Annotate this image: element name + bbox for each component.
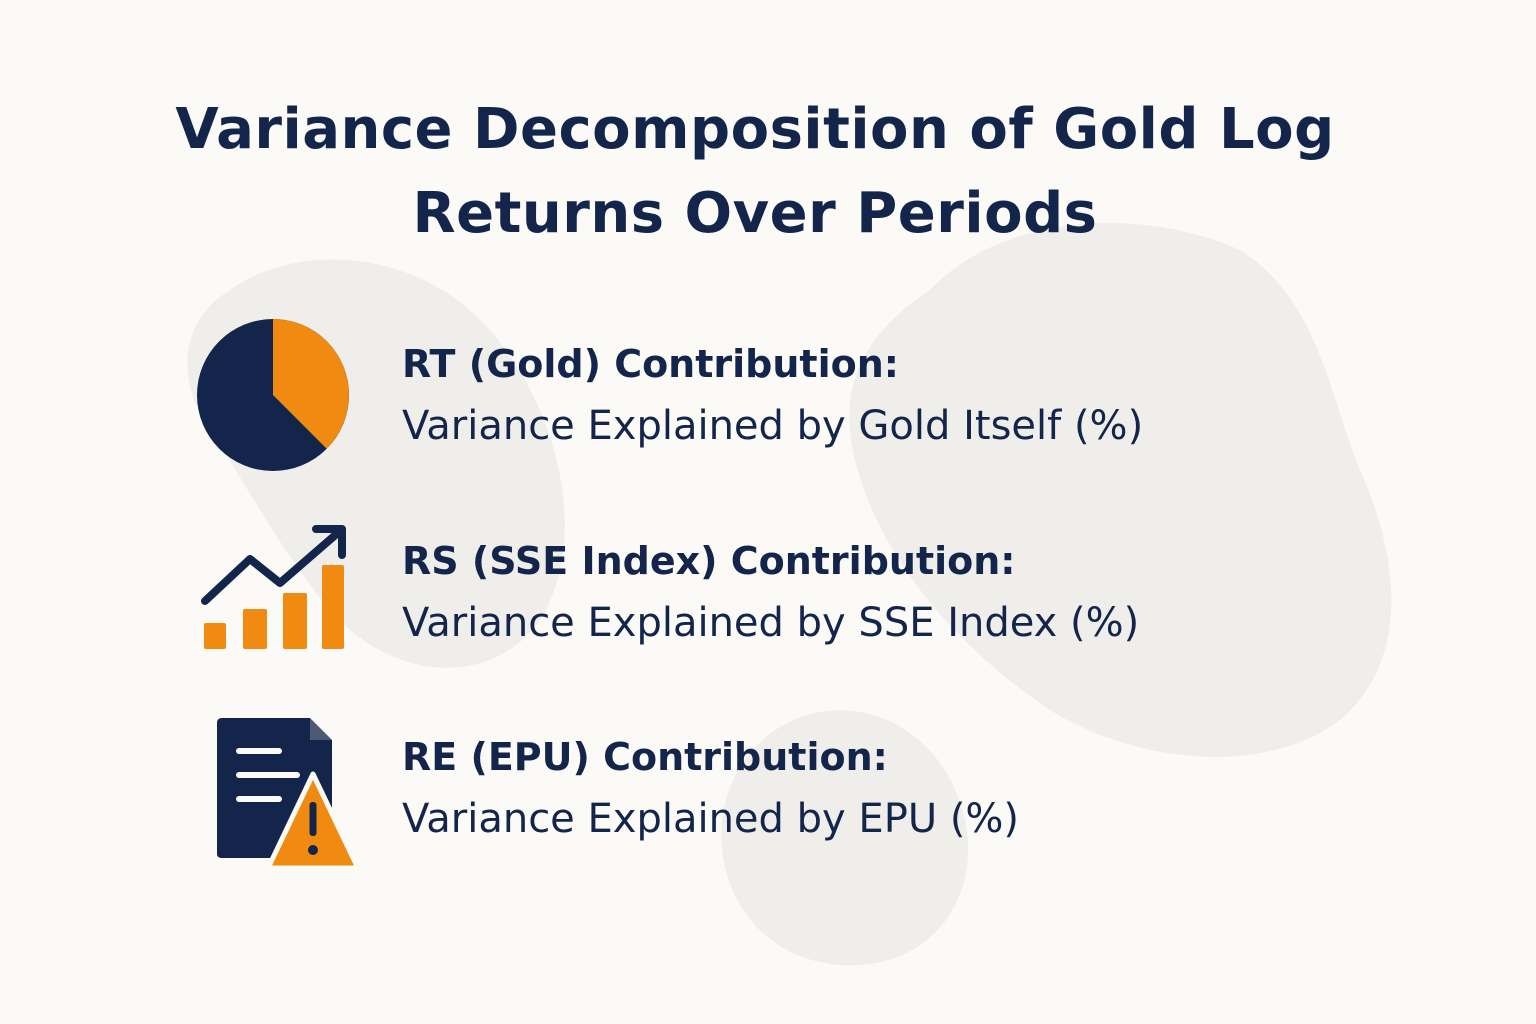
document-warning-icon (217, 718, 360, 871)
item-sse-index-heading: RS (SSE Index) Contribution: (402, 539, 1016, 583)
item-epu-description: Variance Explained by EPU (%) (402, 796, 1020, 842)
item-epu-heading: RE (EPU) Contribution: (402, 735, 888, 779)
item-gold-description: Variance Explained by Gold Itself (%) (402, 403, 1144, 449)
item-sse-index-description: Variance Explained by SSE Index (%) (402, 600, 1140, 646)
item-sse-index: RS (SSE Index) Contribution: Variance Ex… (0, 525, 1536, 695)
background-blob-right (849, 223, 1392, 758)
bar-growth-chart-icon (201, 525, 346, 649)
item-gold: RT (Gold) Contribution: Variance Explain… (0, 319, 1536, 498)
item-epu: RE (EPU) Contribution: Variance Explaine… (0, 718, 1536, 891)
background-blob-bottom (721, 710, 969, 966)
pie-chart-icon (197, 319, 349, 471)
item-gold-heading: RT (Gold) Contribution: (402, 342, 899, 386)
page-title: Variance Decomposition of Gold Log Retur… (175, 97, 1335, 246)
